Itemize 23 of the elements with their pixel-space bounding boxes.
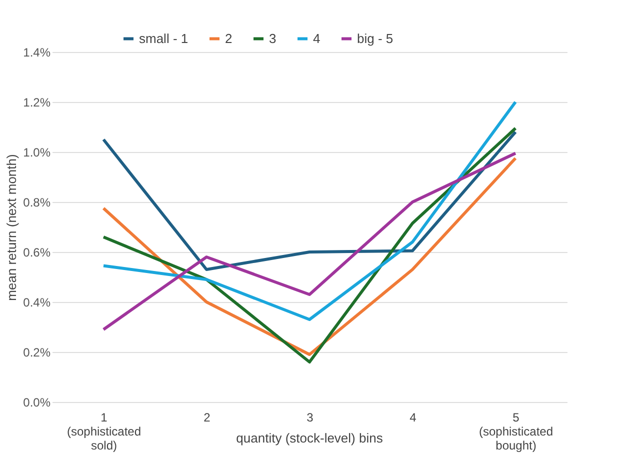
- x-tick-label: 2: [204, 410, 211, 424]
- y-tick-label: 0.8%: [23, 196, 51, 210]
- line-series: [102, 130, 517, 271]
- legend-label: big - 5: [357, 30, 394, 46]
- y-tick-label: 0.2%: [23, 346, 51, 360]
- y-axis-title: mean return (next month): [4, 154, 20, 301]
- y-tick-label: 1.0%: [23, 146, 51, 160]
- legend-label: 2: [225, 30, 232, 46]
- legend-label: 3: [269, 30, 276, 46]
- y-tick-label: 0.0%: [23, 396, 51, 410]
- y-tick-label: 0.4%: [23, 296, 51, 310]
- x-tick-label: 4: [410, 410, 417, 424]
- line-series: [102, 100, 517, 321]
- y-tick-label: 1.4%: [23, 46, 51, 60]
- line-series: [102, 126, 517, 364]
- legend-label: small - 1: [139, 30, 188, 46]
- y-tick-label: 0.6%: [23, 246, 51, 260]
- x-axis-title: quantity (stock-level) bins: [236, 430, 384, 446]
- legend-label: 4: [313, 30, 320, 46]
- y-tick-label: 1.2%: [23, 96, 51, 110]
- x-tick-label: 5 (sophisticated bought): [478, 410, 554, 452]
- x-tick-label: 3: [306, 410, 314, 424]
- x-tick-label: 1 (sophisticated sold): [66, 410, 142, 452]
